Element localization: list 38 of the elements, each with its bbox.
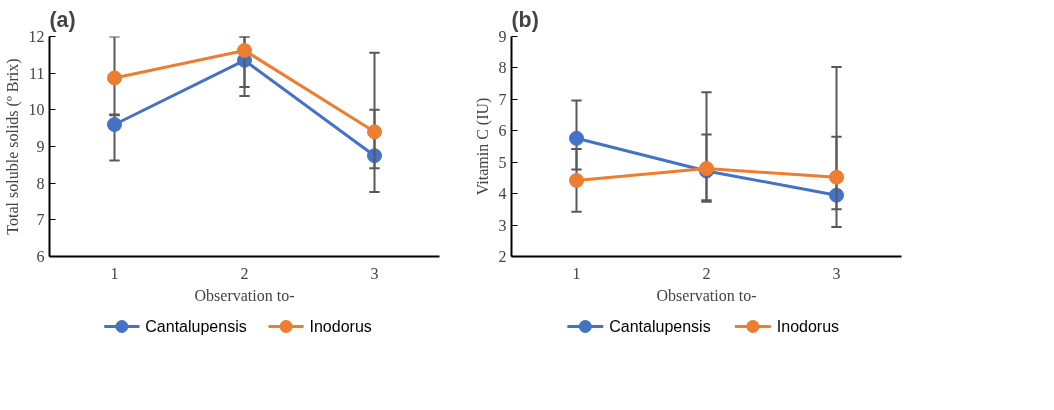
y-tick-label: 8 (36, 174, 45, 192)
legend-label: Cantalupensis (145, 318, 247, 335)
legend-label: Inodorus (309, 318, 372, 335)
x-axis-title: Observation to- (194, 286, 295, 304)
y-tick-label: 5 (498, 153, 507, 171)
y-tick-label: 7 (498, 90, 507, 108)
point (569, 172, 584, 188)
x-axis-title: Observation to- (656, 286, 757, 304)
y-tick-label: 6 (36, 248, 45, 265)
y-tick-label: 12 (28, 28, 45, 45)
y-tick-label: 3 (498, 216, 507, 234)
point (107, 70, 122, 86)
y-tick-label: 11 (29, 64, 45, 82)
x-tick-label: 1 (572, 264, 581, 282)
chart-title: (a) (49, 7, 76, 32)
x-tick-label: 3 (832, 264, 841, 282)
y-axis-title: Vitamin C (IU) (473, 97, 492, 196)
y-axis-title: Total soluble solids (º Brix) (3, 58, 22, 235)
y-tick-label: 9 (498, 28, 507, 45)
x-tick-label: 3 (370, 264, 379, 282)
legend-label: Inodorus (776, 318, 840, 335)
y-tick-label: 9 (36, 138, 45, 155)
x-tick-label: 1 (110, 264, 119, 282)
point (569, 130, 584, 146)
point (829, 169, 844, 185)
x-tick-label: 2 (240, 264, 249, 282)
y-tick-label: 4 (498, 185, 507, 203)
point (367, 124, 382, 140)
y-tick-label: 10 (28, 101, 45, 119)
y-tick-label: 2 (498, 248, 507, 265)
legend-label: Cantalupensis (609, 318, 711, 335)
y-tick-label: 7 (36, 211, 45, 229)
chart-title: (b) (511, 7, 539, 32)
point (237, 42, 252, 58)
y-tick-label: 8 (498, 59, 507, 77)
x-tick-label: 2 (702, 264, 711, 282)
point (107, 117, 122, 132)
y-tick-label: 6 (498, 122, 507, 140)
